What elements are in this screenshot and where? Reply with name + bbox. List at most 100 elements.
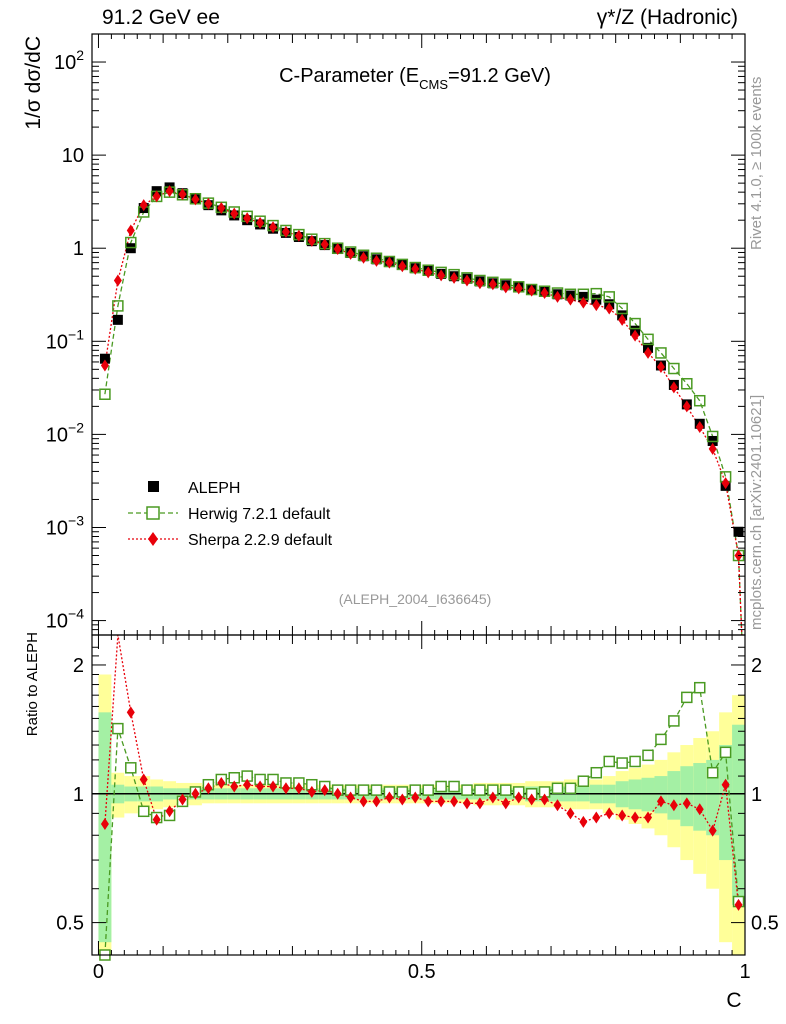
sherpa-point bbox=[644, 346, 653, 359]
sherpa-point bbox=[243, 212, 252, 225]
sherpa-point bbox=[100, 359, 109, 372]
legend-aleph-marker bbox=[148, 481, 159, 492]
sherpa-ratio-point bbox=[695, 803, 704, 816]
herwig-point bbox=[125, 236, 137, 249]
sherpa-ratio-point bbox=[320, 784, 329, 797]
sherpa-ratio-point bbox=[165, 805, 174, 818]
x-axis-label: C bbox=[726, 989, 741, 1012]
ratio-inner-band bbox=[732, 724, 745, 905]
sherpa-ratio-point bbox=[204, 782, 213, 795]
x-tick-label: 0 bbox=[93, 961, 104, 983]
herwig-point bbox=[668, 362, 680, 375]
herwig-point bbox=[112, 300, 124, 312]
herwig-ratio-point bbox=[655, 733, 667, 746]
rivet-version-label: Rivet 4.1.0, ≥ 100k events bbox=[748, 76, 765, 250]
sherpa-point bbox=[372, 254, 381, 267]
ratio-y-tick-label-right: 0.5 bbox=[751, 913, 779, 935]
sherpa-point bbox=[592, 299, 601, 312]
herwig-ratio-point bbox=[112, 722, 124, 735]
analysis-watermark: (ALEPH_2004_I636645) bbox=[339, 591, 492, 607]
sherpa-ratio-point bbox=[450, 795, 459, 808]
ratio-y-tick-label: 1 bbox=[73, 784, 84, 806]
legend-sherpa-marker bbox=[148, 532, 158, 546]
sherpa-ratio-point bbox=[501, 797, 510, 810]
sherpa-ratio-point bbox=[217, 776, 226, 789]
sherpa-main-line bbox=[104, 190, 743, 636]
ratio-y-tick-label: 2 bbox=[73, 655, 84, 677]
herwig-ratio-point bbox=[706, 766, 719, 779]
ratio-inner-band bbox=[719, 745, 733, 861]
sherpa-ratio-point bbox=[424, 795, 433, 808]
sherpa-point bbox=[178, 188, 187, 201]
herwig-ratio-point bbox=[693, 681, 706, 694]
y-tick-label: 10−4 bbox=[46, 606, 84, 633]
sherpa-point bbox=[230, 207, 239, 220]
ratio-y-axis-label: Ratio to ALEPH bbox=[24, 632, 41, 736]
sherpa-point bbox=[514, 282, 523, 295]
sherpa-ratio-point bbox=[618, 809, 627, 822]
herwig-ratio-point bbox=[577, 775, 590, 787]
y-tick-label: 10−3 bbox=[46, 512, 84, 539]
herwig-point bbox=[693, 394, 706, 407]
ratio-frame bbox=[91, 634, 746, 956]
ratio-inner-band bbox=[667, 771, 681, 820]
sherpa-ratio-point bbox=[592, 811, 601, 824]
ratio-inner-band bbox=[654, 776, 668, 814]
y-tick-label: 102 bbox=[54, 47, 84, 74]
ratio-inner-band bbox=[693, 763, 707, 831]
aleph-point bbox=[112, 314, 123, 325]
sherpa-ratio-point bbox=[682, 797, 691, 810]
sherpa-point bbox=[656, 360, 665, 373]
sherpa-point bbox=[579, 296, 588, 309]
sherpa-point bbox=[217, 202, 226, 215]
sherpa-ratio-point bbox=[333, 787, 342, 800]
mcplots-source-label: mcplots.cern.ch [arXiv:2401.10621] bbox=[748, 394, 765, 630]
sherpa-ratio-point bbox=[243, 778, 252, 791]
sherpa-point bbox=[307, 234, 316, 247]
legend-label: ALEPH bbox=[188, 480, 240, 497]
herwig-point bbox=[706, 430, 719, 443]
sherpa-ratio-point bbox=[294, 782, 303, 795]
herwig-ratio-point bbox=[370, 784, 383, 796]
legend-label: Herwig 7.2.1 default bbox=[188, 506, 331, 523]
y-tick-label: 10−2 bbox=[46, 419, 84, 446]
sherpa-ratio-point bbox=[514, 791, 523, 804]
herwig-ratio-point bbox=[629, 755, 641, 768]
herwig-ratio-point bbox=[474, 784, 486, 796]
sherpa-ratio-point bbox=[462, 797, 471, 810]
herwig-point bbox=[629, 317, 641, 330]
sherpa-point bbox=[294, 229, 303, 242]
y-axis-label: 1/σ dσ/dC bbox=[22, 36, 45, 130]
herwig-ratio-point bbox=[435, 780, 447, 793]
sherpa-ratio-point bbox=[579, 815, 588, 828]
sherpa-point bbox=[269, 221, 278, 234]
herwig-point bbox=[655, 347, 667, 359]
sherpa-ratio-point bbox=[437, 795, 446, 808]
sherpa-ratio-point bbox=[488, 791, 497, 804]
sherpa-ratio-point bbox=[631, 811, 640, 824]
sherpa-point bbox=[398, 260, 407, 273]
sherpa-point bbox=[139, 199, 148, 212]
sherpa-ratio-point bbox=[346, 791, 355, 804]
sherpa-point bbox=[566, 293, 575, 306]
sherpa-ratio-point bbox=[475, 797, 484, 810]
sherpa-ratio-point bbox=[359, 795, 368, 808]
ratio-inner-band bbox=[641, 777, 655, 812]
sherpa-point bbox=[488, 278, 497, 291]
herwig-ratio-point bbox=[668, 715, 680, 727]
sherpa-ratio-point bbox=[656, 795, 665, 808]
herwig-point bbox=[642, 333, 654, 346]
sherpa-ratio-point bbox=[566, 807, 575, 820]
herwig-point bbox=[681, 377, 693, 390]
sherpa-ratio-point bbox=[139, 773, 148, 786]
sherpa-point bbox=[126, 224, 135, 237]
sherpa-point bbox=[424, 266, 433, 279]
sherpa-ratio-point bbox=[644, 811, 653, 824]
ratio-y-tick-label: 0.5 bbox=[56, 913, 84, 935]
sherpa-ratio-point bbox=[398, 793, 407, 806]
herwig-point bbox=[616, 302, 628, 315]
sherpa-point bbox=[152, 190, 161, 203]
sherpa-ratio-point bbox=[669, 799, 678, 812]
sherpa-ratio-point bbox=[734, 898, 743, 911]
herwig-main-line bbox=[104, 191, 743, 636]
